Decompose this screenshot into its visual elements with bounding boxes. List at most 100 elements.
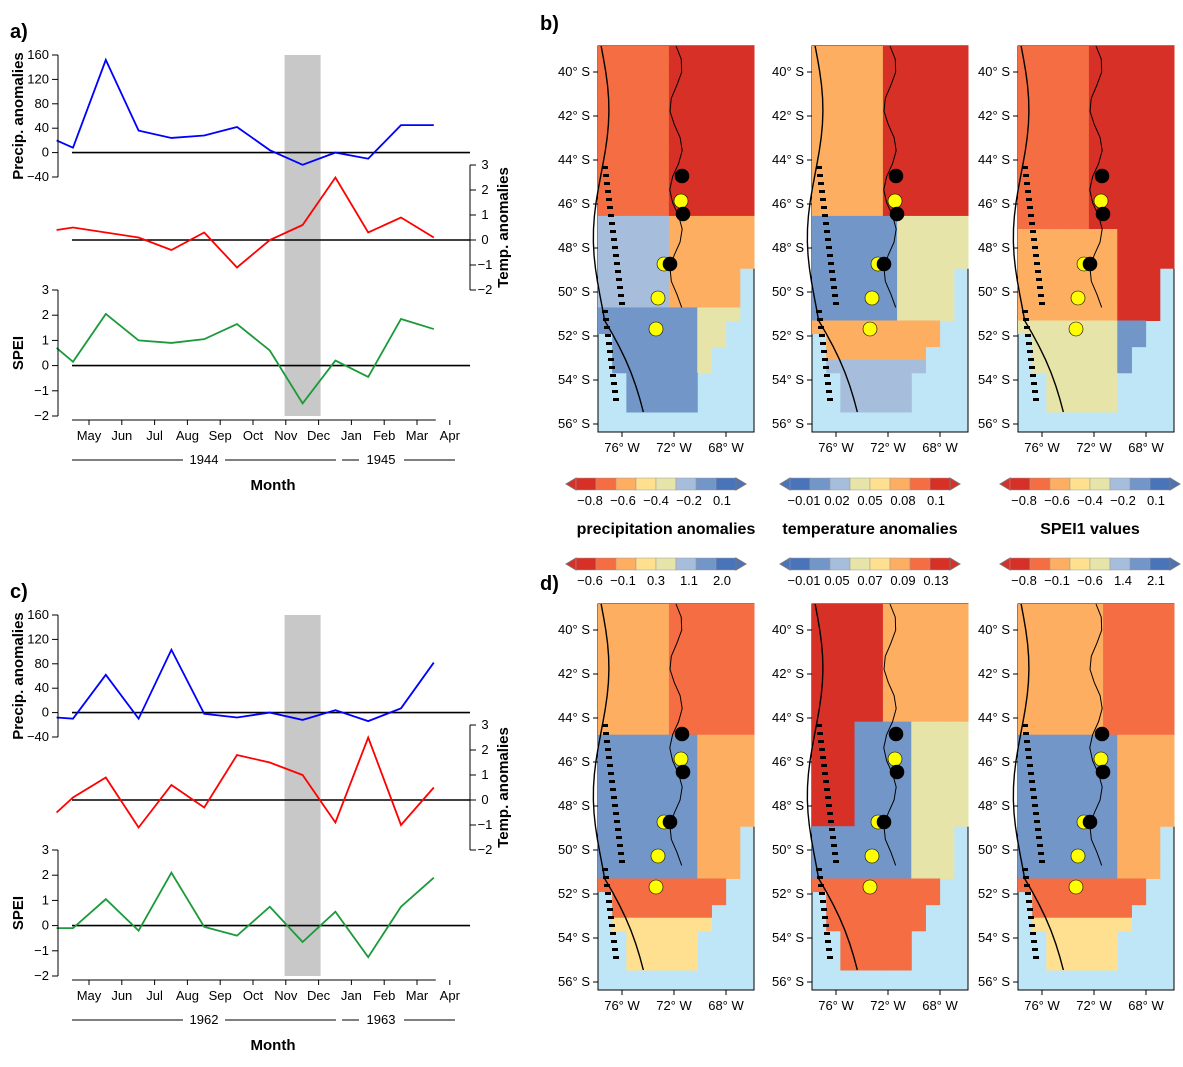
grid-cell: [826, 72, 841, 86]
grid-cell: [1074, 346, 1090, 361]
grid-cell: [1145, 604, 1161, 618]
grid-cell: [1046, 760, 1062, 775]
island: [1028, 358, 1034, 361]
grid-cell: [953, 721, 969, 736]
grid-cell: [1145, 669, 1161, 683]
grid-cell: [882, 852, 898, 866]
island: [1038, 294, 1044, 297]
grid-cell: [1018, 98, 1033, 112]
grid-cell: [1046, 176, 1062, 191]
grid-cell: [697, 163, 712, 178]
island: [603, 732, 609, 735]
island: [1029, 366, 1035, 369]
y-axis-title-temp: Temp. anomalies: [495, 727, 512, 848]
x-tick-label: Oct: [243, 988, 264, 1003]
grid-cell: [1159, 189, 1175, 204]
island: [830, 278, 836, 281]
grid-cell: [882, 682, 898, 696]
site-marker: [1070, 290, 1086, 306]
lon-label: 68° W: [1128, 440, 1164, 455]
grid-cell: [640, 359, 656, 374]
island: [611, 940, 617, 943]
island: [1024, 884, 1030, 887]
grid-cell: [683, 630, 698, 644]
grid-cell: [911, 98, 926, 112]
coastline: [806, 603, 859, 971]
grid-cell: [911, 124, 926, 138]
grid-cell: [1159, 669, 1175, 683]
grid-cell: [1074, 800, 1090, 814]
grid-cell: [826, 202, 841, 217]
grid-cell: [654, 787, 670, 801]
grid-cell: [925, 734, 941, 749]
grid-cell: [697, 98, 712, 112]
grid-cell: [739, 721, 755, 736]
island: [829, 270, 835, 273]
lat-label: 48° S: [558, 240, 590, 255]
grid-cell: [911, 294, 926, 308]
grid-cell: [668, 800, 684, 814]
grid-cell: [1060, 773, 1076, 788]
grid-cell: [1131, 150, 1147, 165]
grid-cell: [1117, 852, 1132, 866]
colorbar-tick-label: −0.6: [1077, 573, 1103, 588]
grid-cell: [739, 747, 755, 762]
grid-cell: [911, 826, 926, 840]
grid-cell: [1074, 189, 1090, 204]
grid-cell: [868, 630, 884, 644]
grid-cell: [911, 46, 926, 60]
grid-cell: [1018, 604, 1033, 618]
grid-cell: [1131, 630, 1147, 644]
island: [820, 756, 826, 759]
grid-cell: [953, 617, 969, 631]
y-tick-label-temp: 1: [481, 767, 488, 782]
grid-cell: [654, 268, 670, 282]
grid-cell: [1145, 800, 1161, 814]
grid-cell: [1159, 72, 1175, 86]
colorbar-segment: [1109, 557, 1131, 571]
colorbar-segment: [1029, 477, 1051, 491]
grid-cell: [1060, 346, 1076, 361]
grid-cell: [683, 124, 698, 138]
island: [606, 756, 612, 759]
grid-cell: [598, 839, 613, 853]
grid-cell: [826, 333, 841, 348]
grid-cell: [626, 242, 642, 256]
grid-cell: [812, 137, 827, 152]
grid-cell: [612, 359, 627, 374]
grid-cell: [640, 176, 656, 191]
grid-cell: [598, 826, 613, 840]
grid-cell: [1159, 760, 1175, 775]
x-tick-label: Mar: [406, 428, 429, 443]
grid-cell: [911, 904, 926, 919]
grid-cell: [654, 956, 670, 971]
grid-cell: [697, 215, 712, 230]
grid-cell: [739, 46, 755, 60]
grid-cell: [840, 202, 856, 217]
grid-cell: [812, 85, 827, 99]
grid-cell: [1145, 59, 1161, 73]
island: [828, 262, 834, 265]
grid-cell: [1046, 747, 1062, 762]
grid-cell: [1145, 229, 1161, 243]
colorbar-tick-label: 0.1: [713, 493, 731, 508]
grid-cell: [1103, 669, 1118, 683]
grid-cell: [612, 813, 627, 827]
grid-cell: [925, 682, 941, 696]
grid-cell: [925, 268, 941, 282]
island: [611, 238, 617, 241]
grid-cell: [840, 695, 856, 710]
grid-cell: [1032, 333, 1047, 348]
grid-cell: [911, 643, 926, 657]
map-panel-b: 40° S42° S44° S46° S48° S50° S52° S54° S…: [558, 45, 1175, 455]
colorbar-tick-label: −0.8: [577, 493, 603, 508]
grid-cell: [1046, 281, 1062, 295]
y-tick-label-precip: 0: [42, 145, 49, 160]
grid-cell: [1018, 85, 1033, 99]
grid-cell: [897, 320, 912, 335]
grid-cell: [739, 604, 755, 618]
grid-cell: [1145, 708, 1161, 723]
island: [821, 908, 827, 911]
grid-cell: [1117, 202, 1132, 217]
grid-cell: [1103, 878, 1118, 893]
